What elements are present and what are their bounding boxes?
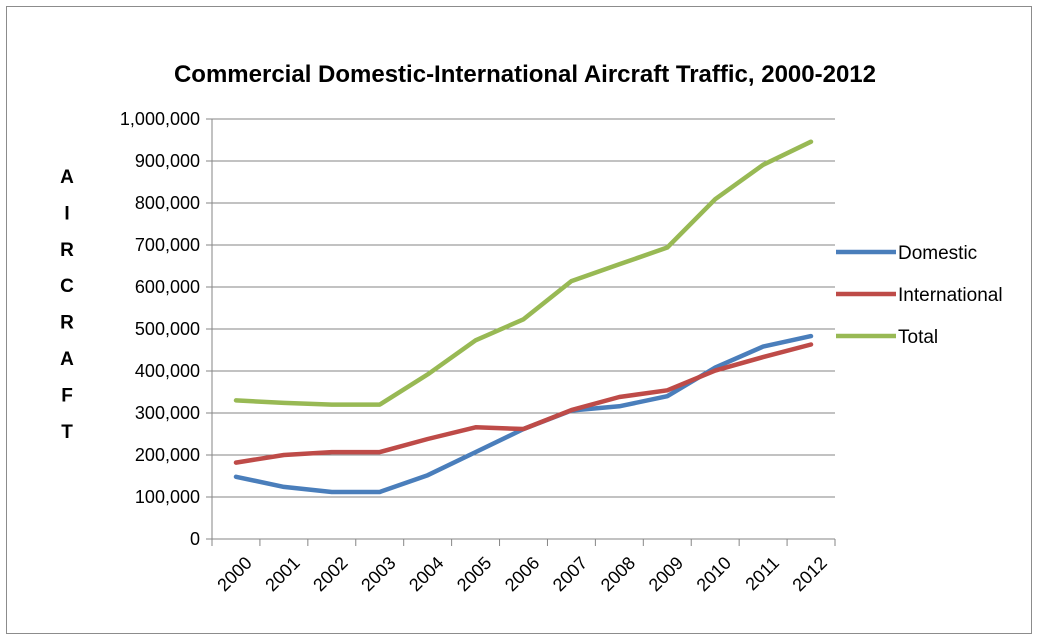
x-tick-label: 2000 — [213, 553, 255, 595]
y-tick-label: 700,000 — [135, 235, 200, 255]
legend: Domestic International Total — [836, 243, 1003, 348]
y-tick-label: 400,000 — [135, 361, 200, 381]
y-tick-label: 500,000 — [135, 319, 200, 339]
y-axis-label-letter: A — [60, 167, 74, 188]
y-axis-ticks: 0 100,000 200,000 300,000 400,000 500,000 600,… — [120, 109, 200, 549]
gridlines — [206, 118, 835, 540]
x-tick-label: 2002 — [309, 553, 351, 595]
legend-label-domestic: Domestic — [898, 243, 977, 264]
legend-label-international: International — [898, 285, 1003, 306]
series-line-domestic — [233, 333, 814, 495]
y-tick-label: 300,000 — [135, 403, 200, 423]
x-tick-label: 2006 — [501, 553, 543, 595]
series-line-international — [233, 342, 814, 465]
y-axis-label-letter: C — [60, 276, 74, 297]
x-tick-label: 2001 — [261, 553, 303, 595]
x-tick-label: 2003 — [357, 553, 399, 595]
legend-label-total: Total — [898, 327, 938, 348]
y-tick-label: 900,000 — [135, 151, 200, 171]
x-tick-label: 2010 — [693, 553, 735, 595]
y-axis-label-letter: T — [61, 422, 73, 443]
y-tick-label: 0 — [190, 529, 200, 549]
y-axis-label-letter: I — [64, 203, 69, 224]
x-tick-label: 2011 — [741, 553, 783, 595]
x-axis-ticks: 2000 2001 2002 2003 2004 2005 2006 2007 2008 2009… — [213, 553, 831, 595]
y-tick-label: 800,000 — [135, 193, 200, 213]
y-tick-label: 200,000 — [135, 445, 200, 465]
x-tick-label: 2004 — [405, 553, 447, 595]
x-tick-label: 2007 — [549, 553, 591, 595]
y-axis-label-letter: R — [60, 313, 74, 334]
x-tick-label: 2009 — [645, 553, 687, 595]
x-tick-label: 2005 — [453, 553, 495, 595]
y-tick-label: 100,000 — [135, 487, 200, 507]
y-axis-label-letter: F — [61, 385, 73, 406]
y-axis-label-letter: A — [60, 349, 74, 370]
x-tick-label: 2012 — [788, 553, 830, 595]
series-lines — [233, 139, 814, 495]
chart-title: Commercial Domestic-International Aircra… — [174, 61, 876, 88]
x-axis — [211, 119, 836, 546]
y-axis-label-letter: R — [60, 240, 74, 261]
x-tick-label: 2008 — [597, 553, 639, 595]
y-tick-label: 600,000 — [135, 277, 200, 297]
series-line-total — [233, 139, 814, 407]
y-tick-label: 1,000,000 — [120, 109, 200, 129]
